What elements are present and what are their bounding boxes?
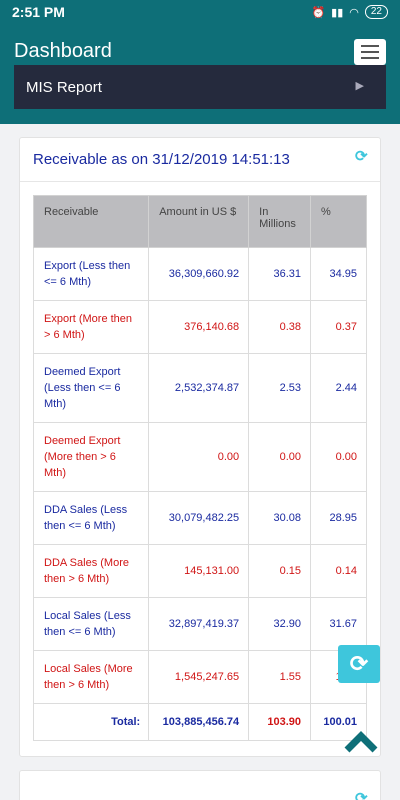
row-amount: 30,079,482.25 <box>148 491 250 545</box>
receivable-table: Receivable Amount in US $ In Millions % … <box>32 195 367 741</box>
total-amount: 103,885,456.74 <box>148 703 250 741</box>
row-millions: 30.08 <box>248 491 312 545</box>
table-row: Local Sales (More then > 6 Mth) 1,545,24… <box>32 650 367 704</box>
row-label: Export (Less then <= 6 Mth) <box>32 247 150 301</box>
row-percent: 0.14 <box>310 544 367 598</box>
total-row: Total: 103,885,456.74 103.90 100.01 <box>32 703 367 741</box>
table-header-row: Receivable Amount in US $ In Millions % <box>32 195 367 248</box>
refresh-icon[interactable]: ⟳ <box>355 790 368 800</box>
total-label: Total: <box>32 703 150 741</box>
battery-icon: 22 <box>364 5 388 19</box>
refresh-button[interactable]: ⟳ <box>338 645 380 683</box>
row-millions: 32.90 <box>248 597 312 651</box>
table-row: Export (More then > 6 Mth) 376,140.68 0.… <box>32 300 367 354</box>
row-millions: 2.53 <box>248 353 312 423</box>
row-percent: 28.95 <box>310 491 367 545</box>
mis-report-dropdown[interactable]: MIS Report ▶ <box>14 65 386 109</box>
row-amount: 145,131.00 <box>148 544 250 598</box>
row-millions: 0.15 <box>248 544 312 598</box>
row-millions: 0.00 <box>248 422 312 492</box>
row-label: Local Sales (Less then <= 6 Mth) <box>32 597 150 651</box>
row-label: Deemed Export (More then > 6 Mth) <box>32 422 150 492</box>
chevron-right-icon: ▶ <box>355 80 364 92</box>
table-row: DDA Sales (More then > 6 Mth) 145,131.00… <box>32 544 367 598</box>
signal-icon: ▮▮ <box>331 6 344 19</box>
row-label: DDA Sales (Less then <= 6 Mth) <box>32 491 150 545</box>
row-percent: 0.37 <box>310 300 367 354</box>
row-millions: 1.55 <box>248 650 312 704</box>
row-label: Local Sales (More then > 6 Mth) <box>32 650 150 704</box>
refresh-icon: ⟳ <box>349 651 369 676</box>
table-row: DDA Sales (Less then <= 6 Mth) 30,079,48… <box>32 491 367 545</box>
column-header: Amount in US $ <box>148 195 250 248</box>
card-title: Receivable as on 31/12/2019 14:51:13 <box>33 151 290 168</box>
hamburger-menu-icon[interactable] <box>354 39 386 65</box>
table-row: Local Sales (Less then <= 6 Mth) 32,897,… <box>32 597 367 651</box>
row-label: DDA Sales (More then > 6 Mth) <box>32 544 150 598</box>
table-row: Deemed Export (More then > 6 Mth) 0.00 0… <box>32 422 367 492</box>
row-percent: 31.67 <box>310 597 367 651</box>
row-millions: 0.38 <box>248 300 312 354</box>
status-bar: 2:51 PM ⏰ ▮▮ ◠ 22 <box>0 0 400 24</box>
status-time: 2:51 PM <box>12 4 65 20</box>
row-percent: 34.95 <box>310 247 367 301</box>
column-header: Receivable <box>32 195 150 248</box>
app-header: Dashboard MIS Report ▶ <box>0 24 400 124</box>
row-label: Deemed Export (Less then <= 6 Mth) <box>32 353 150 423</box>
page-title: Dashboard <box>14 40 112 62</box>
row-percent: 0.00 <box>310 422 367 492</box>
chevron-up-icon[interactable] <box>343 728 379 754</box>
refresh-icon[interactable]: ⟳ <box>355 148 368 165</box>
receivable-card: Receivable as on 31/12/2019 14:51:13 ⟳ R… <box>19 137 381 757</box>
table-row: Deemed Export (Less then <= 6 Mth) 2,532… <box>32 353 367 423</box>
next-card: ⟳ <box>19 770 381 800</box>
mis-report-label: MIS Report <box>26 78 102 96</box>
column-header: % <box>310 195 367 248</box>
wifi-icon: ◠ <box>349 6 359 19</box>
total-millions: 103.90 <box>248 703 312 741</box>
row-amount: 2,532,374.87 <box>148 353 250 423</box>
table-row: Export (Less then <= 6 Mth) 36,309,660.9… <box>32 247 367 301</box>
row-amount: 36,309,660.92 <box>148 247 250 301</box>
row-amount: 0.00 <box>148 422 250 492</box>
row-amount: 376,140.68 <box>148 300 250 354</box>
row-amount: 1,545,247.65 <box>148 650 250 704</box>
column-header: In Millions <box>248 195 312 248</box>
status-icons: ⏰ ▮▮ ◠ 22 <box>311 5 388 19</box>
divider <box>20 181 380 182</box>
alarm-icon: ⏰ <box>311 6 326 19</box>
row-millions: 36.31 <box>248 247 312 301</box>
row-label: Export (More then > 6 Mth) <box>32 300 150 354</box>
row-amount: 32,897,419.37 <box>148 597 250 651</box>
row-percent: 2.44 <box>310 353 367 423</box>
